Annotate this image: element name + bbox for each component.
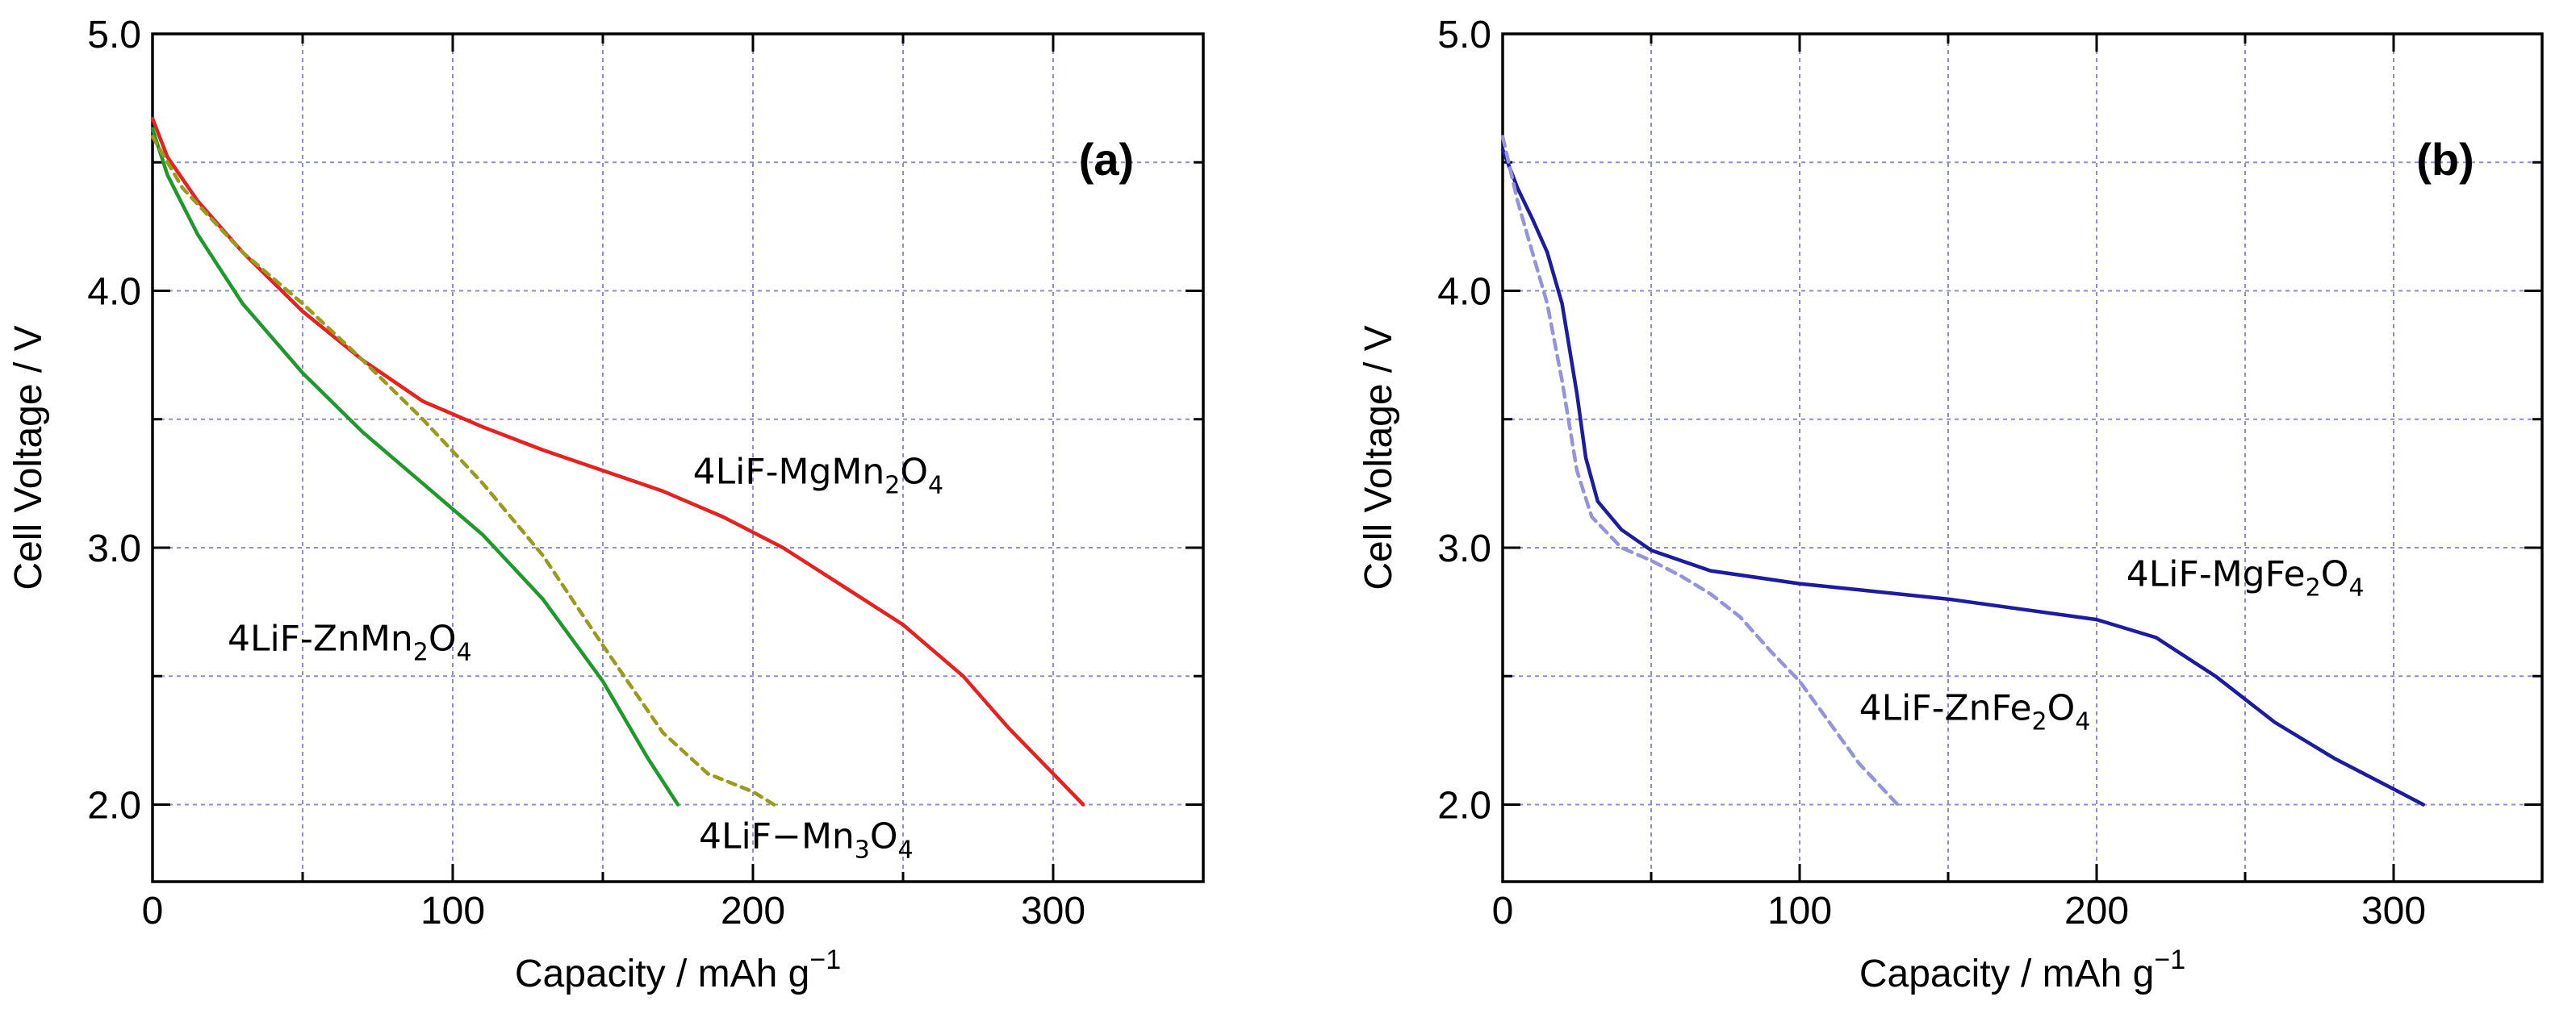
panel-label: (a)	[1079, 134, 1134, 185]
y-axis-label: Cell Voltage / V	[1357, 325, 1400, 590]
x-tick-label: 100	[1767, 890, 1832, 932]
y-tick-label: 5.0	[1437, 14, 1491, 56]
y-axis-label: Cell Voltage / V	[7, 325, 50, 590]
series-annotation: 4LiF-ZnFe2O4	[1859, 687, 2091, 736]
panel-b: 0 100 200 300 2.0 3.0 4.0 5.0 Capacity / mAh g−1…	[1357, 14, 2544, 995]
y-tick-label: 4.0	[1437, 270, 1491, 313]
x-tick-label: 300	[2361, 890, 2426, 932]
y-tick-label: 2.0	[87, 784, 141, 827]
series-annotation: 4LiF-ZnMn2O4	[228, 618, 472, 666]
x-axis-label-exponent: −1	[2154, 945, 2185, 975]
y-tick-label: 3.0	[1437, 528, 1491, 570]
series-annotation: 4LiF−Mn3O4	[699, 816, 914, 865]
x-tick-label: 0	[142, 890, 164, 932]
series-line-4LiF-ZnMn2O4	[150, 127, 680, 807]
series-line-4LiF-MgMn2O4	[150, 116, 1085, 807]
panel-a: 0 100 200 300 2.0 3.0 4.0 5.0 Capacity / mAh g−1…	[7, 14, 1205, 995]
x-tick-label: 200	[2064, 890, 2129, 932]
x-tick-label: 0	[1492, 890, 1514, 932]
series-annotation: 4LiF-MgMn2O4	[693, 451, 944, 499]
series-line-4LiF-Mn3O4	[150, 135, 776, 807]
y-tick-label: 5.0	[87, 14, 141, 56]
plot-frame	[151, 32, 1205, 883]
x-axis-label: Capacity / mAh g−1	[1859, 945, 2185, 995]
x-axis-label-exponent: −1	[809, 945, 841, 975]
x-tick-label: 300	[1021, 890, 1085, 932]
y-tick-label: 4.0	[87, 270, 141, 313]
panel-label: (b)	[2416, 134, 2474, 185]
series-line-4LiF-MgFe2O4	[1500, 148, 2426, 807]
y-tick-label: 2.0	[1437, 784, 1491, 827]
series-line-4LiF-ZnFe2O4	[1500, 135, 1900, 807]
plot-frame	[1501, 32, 2544, 883]
series-annotation: 4LiF-MgFe2O4	[2126, 554, 2365, 603]
y-tick-label: 3.0	[87, 528, 141, 570]
x-axis-label: Capacity / mAh g−1	[515, 945, 841, 995]
x-tick-label: 200	[721, 890, 785, 932]
x-tick-label: 100	[420, 890, 485, 932]
